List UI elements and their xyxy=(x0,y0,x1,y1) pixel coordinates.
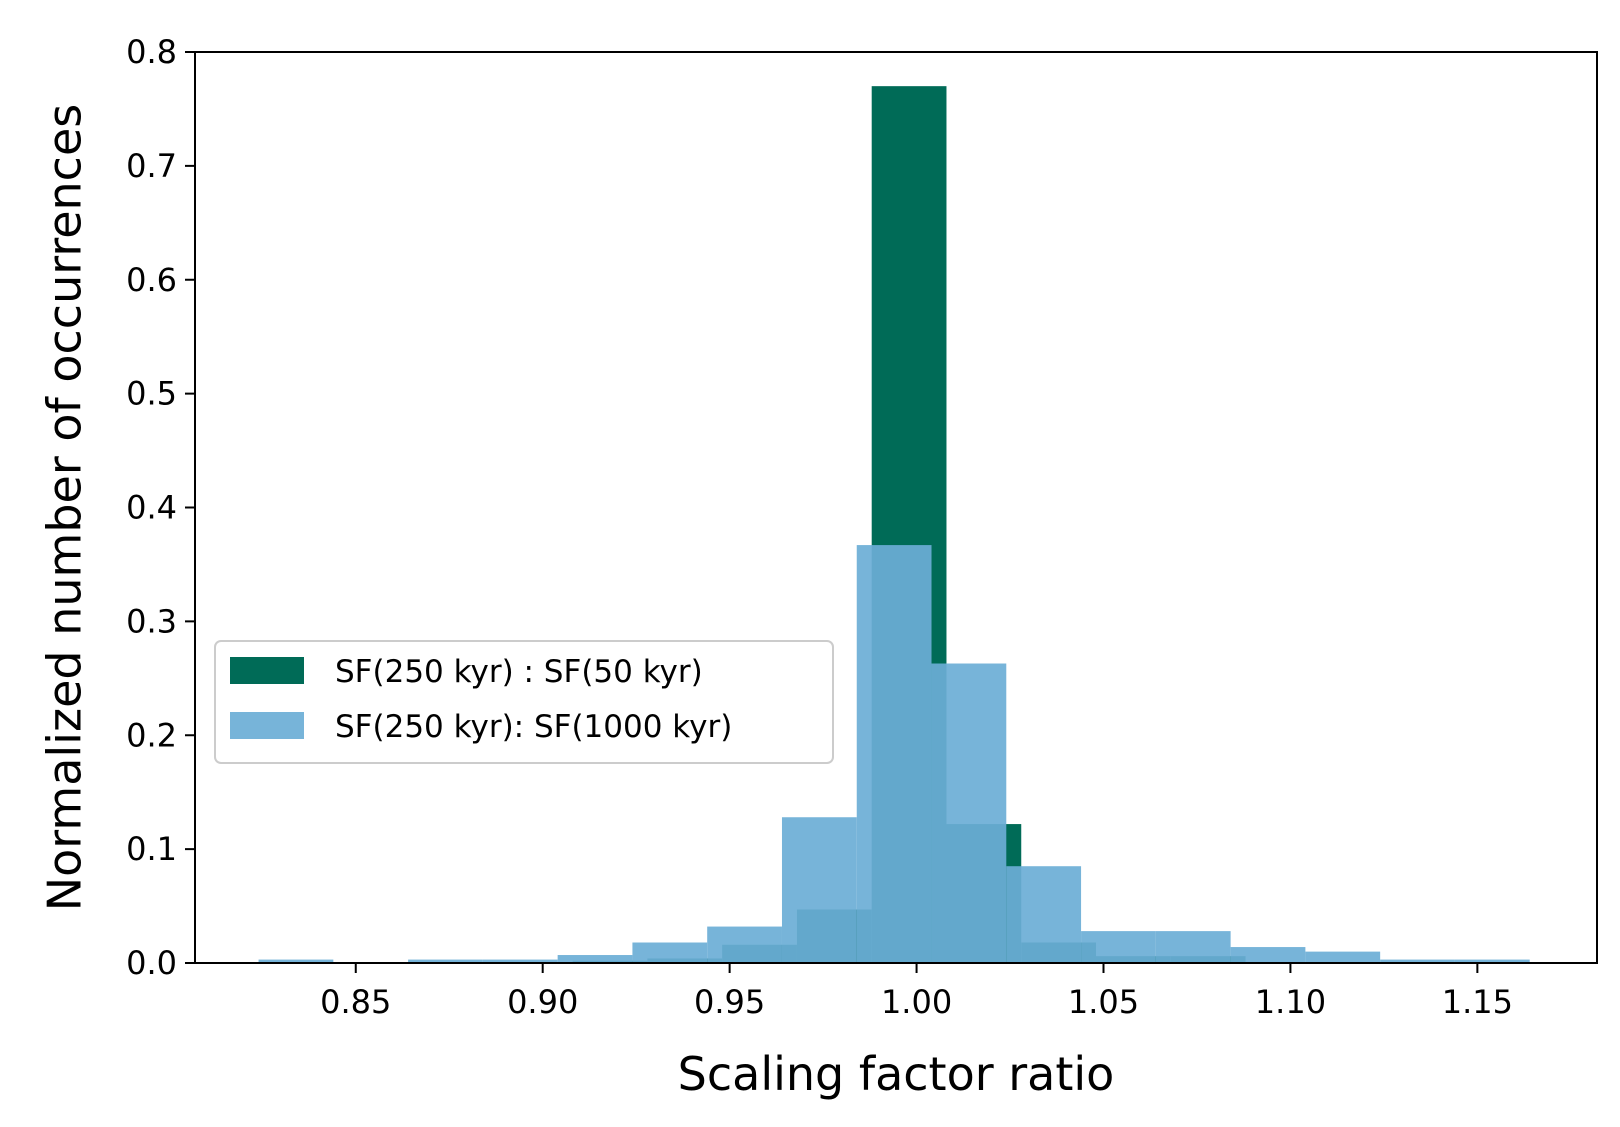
x-tick-label: 1.10 xyxy=(1255,983,1326,1021)
x-tick-label: 1.00 xyxy=(881,983,952,1021)
bar-series2-bin-5 xyxy=(632,942,708,963)
bar-series2-bin-0 xyxy=(258,959,334,963)
bar-series2-bin-6 xyxy=(707,926,782,963)
bar-series2-bin-13 xyxy=(1230,947,1306,963)
y-tick-label: 0.6 xyxy=(126,261,177,299)
bar-series2-bin-3 xyxy=(482,959,558,963)
bar-series2-bin-11 xyxy=(1081,931,1156,963)
y-axis-title: Normalized number of occurrences xyxy=(38,104,92,912)
y-tick-label: 0.3 xyxy=(126,602,177,640)
y-tick-label: 0.2 xyxy=(126,716,177,754)
bar-series2-bin-4 xyxy=(557,955,633,963)
bar-series2-bin-7 xyxy=(781,817,857,963)
y-tick-label: 0.4 xyxy=(126,489,177,527)
x-axis-title: Scaling factor ratio xyxy=(678,1047,1115,1101)
bar-series2-bin-2 xyxy=(408,959,483,963)
bar-series2-bin-14 xyxy=(1305,951,1381,963)
bar-series2-bin-12 xyxy=(1155,931,1231,963)
y-tick-label: 0.5 xyxy=(126,375,177,413)
y-tick-label: 0.7 xyxy=(126,147,177,185)
bars-layer xyxy=(258,86,1530,964)
x-tick-label: 0.85 xyxy=(320,983,391,1021)
legend-label-2: SF(250 kyr): SF(1000 kyr) xyxy=(335,709,732,745)
x-tick-label: 0.95 xyxy=(694,983,765,1021)
y-axis: 0.0 0.1 0.2 0.3 0.4 0.5 0.6 0.7 0.8 xyxy=(126,33,195,982)
legend-box xyxy=(214,640,834,764)
x-axis: 0.85 0.90 0.95 1.00 1.05 1.10 1.15 xyxy=(320,963,1513,1021)
legend: SF(250 kyr) : SF(50 kyr) SF(250 kyr): SF(… xyxy=(214,640,834,764)
x-tick-label: 1.15 xyxy=(1442,983,1513,1021)
legend-label-1: SF(250 kyr) : SF(50 kyr) xyxy=(335,654,703,690)
bar-series2-bin-9 xyxy=(931,663,1007,963)
legend-swatch-2 xyxy=(230,712,304,739)
y-tick-label: 0.1 xyxy=(126,830,177,868)
bar-series2-bin-15 xyxy=(1380,959,1455,963)
bar-series2-bin-16 xyxy=(1454,959,1530,963)
y-tick-label: 0.0 xyxy=(126,944,177,982)
y-tick-label: 0.8 xyxy=(126,33,177,71)
x-tick-label: 0.90 xyxy=(507,983,578,1021)
bar-series2-bin-10 xyxy=(1006,866,1082,963)
bar-series2-bin-8 xyxy=(856,545,932,963)
legend-swatch-1 xyxy=(230,657,304,684)
x-tick-label: 1.05 xyxy=(1068,983,1139,1021)
